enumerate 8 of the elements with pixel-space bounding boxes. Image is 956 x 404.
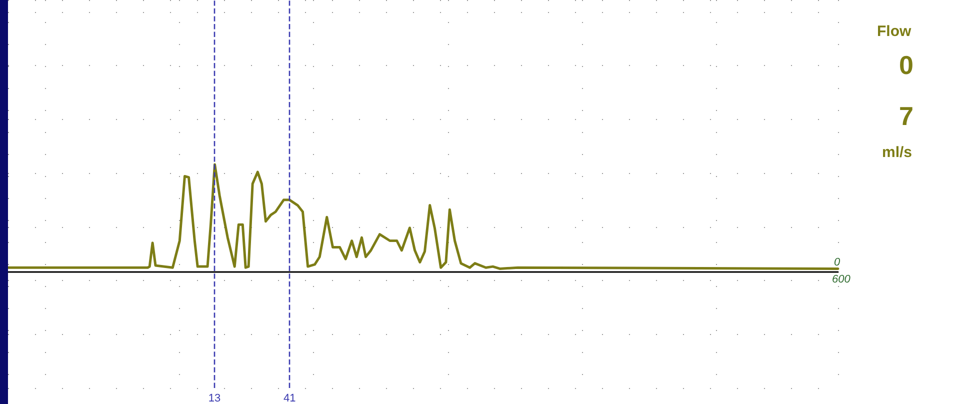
text: ml/s — [882, 144, 912, 161]
text: Flow — [877, 23, 912, 40]
text: 7 — [899, 101, 914, 131]
x-tick-label: 41 — [283, 392, 296, 404]
text: 0 — [899, 50, 914, 80]
x-tick-label: 13 — [208, 392, 221, 404]
annotation: 0 — [834, 256, 841, 268]
text: 600 — [832, 273, 852, 286]
